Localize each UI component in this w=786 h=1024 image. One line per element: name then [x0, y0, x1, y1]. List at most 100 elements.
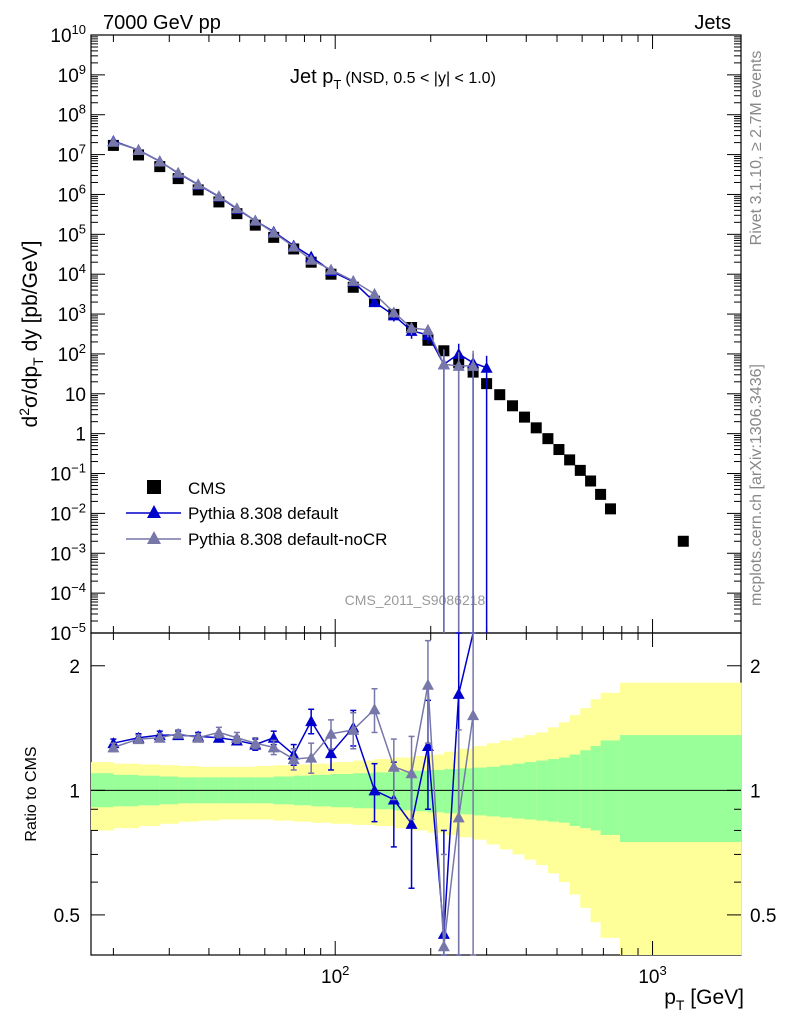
band-green	[473, 767, 488, 816]
ratio-point-pythia-8-308-default-nocr	[452, 811, 465, 823]
legend-marker-pythia-nocr	[147, 531, 161, 544]
ratio-point-pythia-8-308-default-nocr	[249, 737, 262, 749]
y-tick-label: 106	[58, 181, 86, 206]
y-tick-label: 10−4	[50, 580, 86, 605]
point-pythia-8-308-default-nocr	[153, 155, 166, 167]
point-cms	[574, 464, 586, 476]
point-pythia-8-308-default-nocr	[325, 263, 338, 275]
ratio-point-pythia-8-308-default	[421, 739, 434, 751]
ratio-point-pythia-8-308-default	[405, 817, 418, 829]
plot-title: Jet pT (NSD, 0.5 < |y| < 1.0)	[290, 66, 496, 92]
ratio-point-pythia-8-308-default-nocr	[387, 760, 400, 772]
ratio-point-pythia-8-308-default-nocr	[153, 731, 166, 743]
band-green	[600, 740, 621, 835]
ratio-y-tick-labels: 2 1 0.5 2 1 0.5	[54, 657, 777, 927]
main-panel-ticks	[91, 34, 741, 634]
ratio-point-pythia-8-308-default-nocr	[405, 767, 418, 779]
main-panel-series	[107, 134, 689, 633]
ratio-point-pythia-8-308-default-nocr	[212, 726, 225, 738]
header-left: 7000 GeV pp	[103, 12, 221, 34]
ratio-point-pythia-8-308-default-nocr	[421, 678, 434, 690]
y-tick-label: 10−2	[50, 500, 86, 525]
ratio-point-pythia-8-308-default-nocr	[287, 753, 300, 765]
ratio-panel-series	[107, 632, 480, 956]
main-y-tick-labels: 1010 109 108 107 106 105 104 103 102 10 …	[50, 22, 86, 645]
y-tick-label: 108	[58, 102, 86, 127]
point-cms	[213, 196, 225, 208]
y-tick-label: 104	[58, 261, 86, 286]
point-cms	[494, 389, 506, 401]
y-tick-label: 107	[58, 142, 86, 167]
point-cms	[172, 173, 184, 185]
point-cms	[604, 503, 616, 515]
legend-marker-cms	[147, 480, 161, 494]
ratio-point-pythia-8-308-default-nocr	[305, 751, 318, 763]
legend-label-pythia-nocr: Pythia 8.308 default-noCR	[188, 530, 387, 549]
point-pythia-8-308-default-nocr	[368, 287, 381, 299]
point-pythia-8-308-default-nocr	[267, 226, 280, 238]
mcplots-label: mcplots.cern.ch [arXiv:1306.3436]	[748, 364, 765, 606]
y-tick-label: 10	[65, 385, 86, 406]
x-axis-title: pT [GeV]	[664, 986, 744, 1013]
band-green	[620, 735, 742, 843]
point-pythia-8-308-default-nocr	[452, 359, 465, 371]
point-cms	[347, 281, 359, 293]
point-cms	[553, 444, 565, 456]
legend-label-pythia-default: Pythia 8.308 default	[188, 504, 339, 523]
point-cms	[564, 454, 576, 466]
ratio-point-pythia-8-308-default-nocr	[467, 709, 480, 721]
x-tick-label-100: 102	[321, 963, 349, 988]
ratio-tick-2-right: 2	[750, 657, 761, 678]
band-green	[486, 766, 501, 817]
y-tick-label: 105	[58, 221, 86, 246]
x-tick-label-1000: 103	[638, 963, 666, 988]
ratio-point-pythia-8-308-default-nocr	[172, 727, 185, 739]
ratio-point-pythia-8-308-default-nocr	[267, 741, 280, 753]
point-pythia-8-308-default-nocr	[172, 166, 185, 178]
ratio-tick-1-right: 1	[750, 781, 761, 802]
y-tick-label: 10−1	[50, 461, 86, 486]
band-green	[590, 745, 602, 831]
band-green	[458, 768, 474, 815]
point-pythia-8-308-default-nocr	[347, 274, 360, 286]
y-tick-label: 102	[58, 341, 86, 366]
point-cms	[530, 422, 542, 434]
ratio-point-pythia-8-308-default-nocr	[368, 703, 381, 715]
point-pythia-8-308-default-nocr	[405, 321, 418, 333]
y-tick-label: 1010	[50, 22, 86, 47]
point-cms	[154, 161, 166, 173]
band-green	[512, 763, 526, 819]
ratio-tick-05-left: 0.5	[54, 906, 80, 927]
band-green	[499, 765, 514, 818]
point-cms	[192, 184, 204, 196]
point-pythia-8-308-default-nocr	[437, 358, 450, 370]
y-tick-label: 1	[75, 425, 86, 446]
point-cms	[595, 488, 607, 500]
point-pythia-8-308-default-nocr	[132, 144, 145, 156]
y-tick-label: 103	[58, 301, 86, 326]
band-green	[443, 769, 460, 814]
ratio-point-pythia-8-308-default-nocr	[437, 940, 450, 952]
ratio-point-pythia-8-308-default-nocr	[230, 731, 243, 743]
point-cms	[542, 433, 554, 445]
y-axis-title: d2σ/dpT dy [pb/GeV]	[16, 241, 46, 428]
point-pythia-8-308-default-nocr	[212, 190, 225, 202]
point-pythia-8-308-default-nocr	[287, 240, 300, 252]
ratio-tick-1-left: 1	[69, 781, 80, 802]
ratio-point-pythia-8-308-default-nocr	[192, 731, 205, 743]
analysis-watermark: CMS_2011_S9086218	[345, 592, 486, 608]
ratio-point-pythia-8-308-default	[368, 784, 381, 796]
point-pythia-8-308-default-nocr	[421, 323, 434, 335]
point-cms	[507, 400, 519, 412]
point-pythia-8-308-default-nocr	[107, 135, 120, 147]
ratio-point-pythia-8-308-default-nocr	[107, 741, 120, 753]
legend-marker-pythia-default	[147, 505, 161, 518]
y-tick-label: 109	[58, 62, 86, 87]
header-right: Jets	[694, 12, 731, 34]
legend-label-cms: CMS	[188, 479, 226, 498]
point-pythia-8-308-default-nocr	[230, 202, 243, 214]
point-pythia-8-308-default-nocr	[249, 214, 262, 226]
band-green	[393, 771, 413, 811]
ratio-point-pythia-8-308-default	[325, 747, 338, 759]
